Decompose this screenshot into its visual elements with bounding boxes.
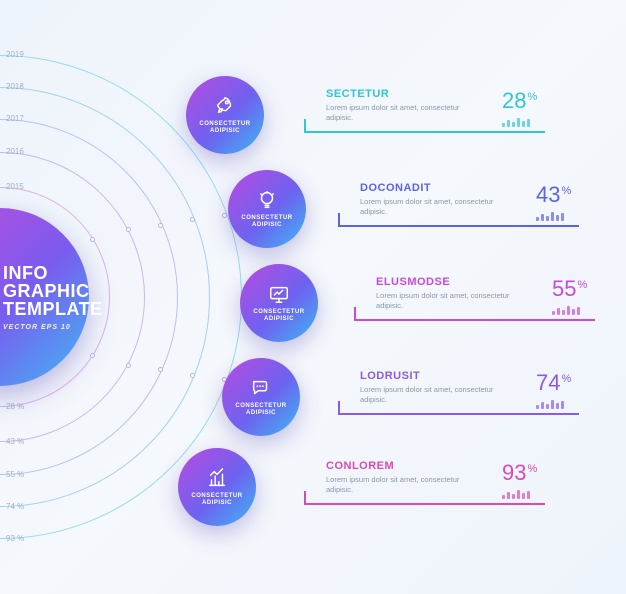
year-label: 2018: [6, 82, 24, 91]
year-label: 2019: [6, 50, 24, 59]
entry-tick: [304, 491, 306, 505]
pct-label: 28 %: [6, 402, 24, 411]
chart-icon: [206, 467, 228, 489]
arc-dot: [190, 373, 195, 378]
hub-title-line: GRAPHIC: [3, 282, 89, 300]
entry-tick: [338, 213, 340, 227]
item-node: CONSECTETURADIPISIC: [178, 448, 256, 526]
node-caption: CONSECTETURADIPISIC: [191, 493, 242, 507]
item-node: CONSECTETURADIPISIC: [240, 264, 318, 342]
arc-dot: [126, 227, 131, 232]
entry-desc: Lorem ipsum dolor sit amet, consectetur …: [326, 475, 486, 495]
entry-percent: 74%: [536, 370, 571, 396]
pct-label: 55 %: [6, 470, 24, 479]
year-label: 2016: [6, 147, 24, 156]
entry-title: CONLOREM: [326, 460, 486, 472]
arc-dot: [222, 213, 227, 218]
node-caption: CONSECTETURADIPISIC: [199, 121, 250, 135]
arc-dot: [90, 353, 95, 358]
spark-bars-icon: [502, 488, 530, 499]
entry-underline: [338, 413, 579, 415]
entry-title: SECTETUR: [326, 88, 486, 100]
entry-desc: Lorem ipsum dolor sit amet, consectetur …: [360, 197, 520, 217]
year-label: 2017: [6, 114, 24, 123]
arc-dot: [158, 223, 163, 228]
arc-dot: [126, 363, 131, 368]
item-node: CONSECTETURADIPISIC: [222, 358, 300, 436]
arc-dot: [158, 367, 163, 372]
node-caption: CONSECTETURADIPISIC: [241, 215, 292, 229]
entry: CONLOREM Lorem ipsum dolor sit amet, cons…: [326, 460, 537, 499]
entry: LODRUSIT Lorem ipsum dolor sit amet, cons…: [360, 370, 571, 409]
entry-desc: Lorem ipsum dolor sit amet, consectetur …: [360, 385, 520, 405]
entry-underline: [304, 503, 545, 505]
entry-title: DOCONADIT: [360, 182, 520, 194]
entry-percent: 93%: [502, 460, 537, 486]
entry-percent: 55%: [552, 276, 587, 302]
bulb-icon: [256, 189, 278, 211]
entry: SECTETUR Lorem ipsum dolor sit amet, cons…: [326, 88, 537, 127]
entry-underline: [338, 225, 579, 227]
entry-tick: [354, 307, 356, 321]
spark-bars-icon: [502, 116, 530, 127]
entry-tick: [304, 119, 306, 133]
arc-dot: [190, 217, 195, 222]
monitor-icon: [268, 283, 290, 305]
node-caption: CONSECTETURADIPISIC: [235, 403, 286, 417]
pct-label: 74 %: [6, 502, 24, 511]
item-node: CONSECTETURADIPISIC: [228, 170, 306, 248]
pct-label: 43 %: [6, 437, 24, 446]
entry-title: LODRUSIT: [360, 370, 520, 382]
entry: ELUSMODSE Lorem ipsum dolor sit amet, con…: [376, 276, 587, 315]
entry-percent: 43%: [536, 182, 571, 208]
hub-title-line: TEMPLATE: [3, 300, 89, 318]
pct-label: 93 %: [6, 534, 24, 543]
entry-underline: [304, 131, 545, 133]
hub-subtitle: VECTOR EPS 10: [3, 324, 89, 331]
spark-bars-icon: [536, 210, 564, 221]
hub-title-line: INFO: [3, 264, 89, 282]
entry-desc: Lorem ipsum dolor sit amet, consectetur …: [376, 291, 536, 311]
entry-desc: Lorem ipsum dolor sit amet, consectetur …: [326, 103, 486, 123]
entry-percent: 28%: [502, 88, 537, 114]
rocket-icon: [214, 95, 236, 117]
chat-icon: [250, 377, 272, 399]
year-label: 2015: [6, 182, 24, 191]
item-node: CONSECTETURADIPISIC: [186, 76, 264, 154]
entry-title: ELUSMODSE: [376, 276, 536, 288]
node-caption: CONSECTETURADIPISIC: [253, 309, 304, 323]
entry-underline: [354, 319, 595, 321]
spark-bars-icon: [552, 304, 580, 315]
entry: DOCONADIT Lorem ipsum dolor sit amet, con…: [360, 182, 571, 221]
spark-bars-icon: [536, 398, 564, 409]
entry-tick: [338, 401, 340, 415]
arc-dot: [90, 237, 95, 242]
